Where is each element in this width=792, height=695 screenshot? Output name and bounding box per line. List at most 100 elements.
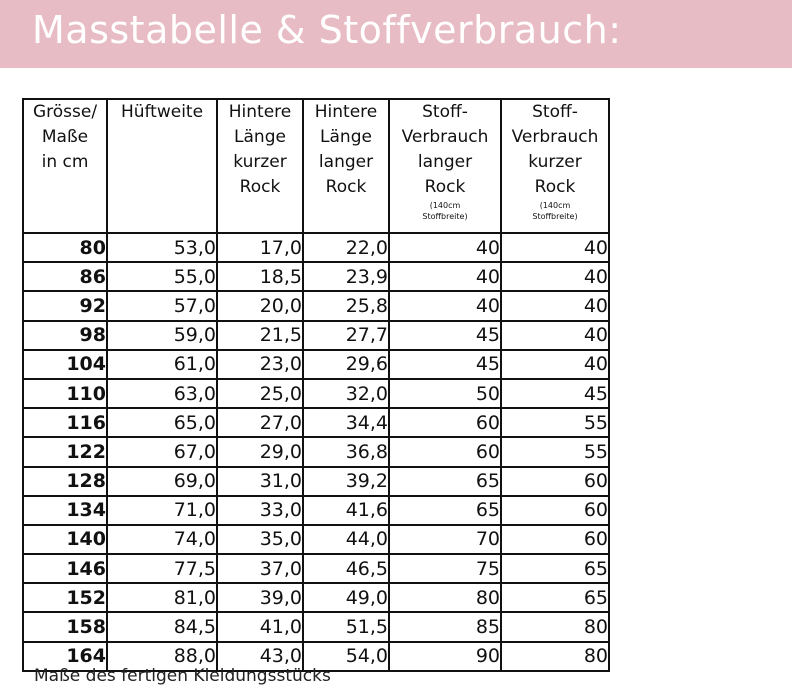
table-cell: 80 xyxy=(500,640,610,672)
table-cell: 41,6 xyxy=(302,494,390,526)
table-row: 128 69,0 31,0 39,2 65 60 xyxy=(22,465,610,497)
table-cell: 27,0 xyxy=(216,407,304,439)
column-header: Stoff- Verbrauch langer Rock (140cm Stoffbrei… xyxy=(388,98,502,234)
column-header-line: Rock xyxy=(534,177,576,197)
table-cell: 57,0 xyxy=(106,290,218,322)
column-header-line: Hintere xyxy=(228,102,292,122)
size-cell: 110 xyxy=(22,377,108,410)
page-title: Masstabelle & Stoffverbrauch: xyxy=(32,8,622,52)
size-cell: 104 xyxy=(22,348,108,380)
table-cell: 45 xyxy=(500,377,610,410)
table-cell: 23,0 xyxy=(216,348,304,380)
column-header: Hintere Länge kurzer Rock xyxy=(216,98,304,234)
table-row: 164 88,0 43,0 54,0 90 80 xyxy=(22,640,610,672)
table-cell: 39,0 xyxy=(216,582,304,614)
table-cell: 60 xyxy=(500,465,610,497)
table-row: 152 81,0 39,0 49,0 80 65 xyxy=(22,582,610,614)
table-cell: 55 xyxy=(500,407,610,439)
table-cell: 21,5 xyxy=(216,319,304,351)
table-cell: 40 xyxy=(500,231,610,264)
table-body: 80 53,0 17,0 22,0 40 40 86 55,0 18,5 23,9 40 40 92 57… xyxy=(22,231,610,672)
table-cell: 81,0 xyxy=(106,582,218,614)
table-cell: 40 xyxy=(388,261,502,293)
size-cell: 140 xyxy=(22,523,108,556)
table-row: 92 57,0 20,0 25,8 40 40 xyxy=(22,290,610,322)
table-cell: 18,5 xyxy=(216,261,304,293)
table-cell: 40 xyxy=(500,261,610,293)
table-cell: 50 xyxy=(388,377,502,410)
column-header-note: Stoffbreite) xyxy=(532,212,578,221)
table-cell: 53,0 xyxy=(106,231,218,264)
size-cell: 158 xyxy=(22,611,108,643)
table-row: 80 53,0 17,0 22,0 40 40 xyxy=(22,231,610,264)
table-cell: 67,0 xyxy=(106,436,218,468)
table-row: 116 65,0 27,0 34,4 60 55 xyxy=(22,407,610,439)
column-header-line: Verbrauch xyxy=(401,127,489,147)
column-header-line: Rock xyxy=(424,177,466,197)
table-cell: 34,4 xyxy=(302,407,390,439)
table-cell: 60 xyxy=(500,523,610,556)
size-cell: 164 xyxy=(22,640,108,672)
table-row: 140 74,0 35,0 44,0 70 60 xyxy=(22,523,610,556)
column-header: Hintere Länge langer Rock xyxy=(302,98,390,234)
column-header-line: Rock xyxy=(239,177,281,197)
table-row: 98 59,0 21,5 27,7 45 40 xyxy=(22,319,610,351)
table-cell: 60 xyxy=(388,436,502,468)
column-header-line: Hintere xyxy=(314,102,378,122)
table-cell: 51,5 xyxy=(302,611,390,643)
table-row: 158 84,5 41,0 51,5 85 80 xyxy=(22,611,610,643)
table-cell: 37,0 xyxy=(216,553,304,585)
table-cell: 29,6 xyxy=(302,348,390,380)
column-header-line: Maße xyxy=(41,127,89,147)
column-header-line: Grösse/ xyxy=(32,102,98,122)
table-cell: 65 xyxy=(500,553,610,585)
column-header-line: Verbrauch xyxy=(511,127,599,147)
table-cell: 61,0 xyxy=(106,348,218,380)
table-cell: 29,0 xyxy=(216,436,304,468)
size-cell: 122 xyxy=(22,436,108,468)
table-cell: 74,0 xyxy=(106,523,218,556)
title-banner: Masstabelle & Stoffverbrauch: xyxy=(0,0,792,68)
table-cell: 35,0 xyxy=(216,523,304,556)
table-cell: 39,2 xyxy=(302,465,390,497)
table-cell: 17,0 xyxy=(216,231,304,264)
column-header: Stoff- Verbrauch kurzer Rock (140cm Stoffbrei… xyxy=(500,98,610,234)
column-header-line: Rock xyxy=(325,177,367,197)
table-cell: 25,8 xyxy=(302,290,390,322)
table-cell: 77,5 xyxy=(106,553,218,585)
size-cell: 98 xyxy=(22,319,108,351)
table-cell: 32,0 xyxy=(302,377,390,410)
table-cell: 41,0 xyxy=(216,611,304,643)
table-cell: 40 xyxy=(500,348,610,380)
table-cell: 45 xyxy=(388,319,502,351)
column-header-line: Stoff- xyxy=(422,102,468,122)
column-header-line: Stoff- xyxy=(532,102,578,122)
table-cell: 43,0 xyxy=(216,640,304,672)
table-cell: 46,5 xyxy=(302,553,390,585)
size-cell: 86 xyxy=(22,261,108,293)
column-header: Hüftweite xyxy=(106,98,218,234)
table-cell: 40 xyxy=(388,231,502,264)
table-cell: 33,0 xyxy=(216,494,304,526)
table-cell: 90 xyxy=(388,640,502,672)
column-header-note: (140cm xyxy=(429,201,461,210)
table-cell: 60 xyxy=(388,407,502,439)
table-cell: 22,0 xyxy=(302,231,390,264)
table-cell: 71,0 xyxy=(106,494,218,526)
column-header-note: (140cm xyxy=(539,201,571,210)
table-cell: 27,7 xyxy=(302,319,390,351)
table-cell: 45 xyxy=(388,348,502,380)
header-row: Grösse/Maße in cm Hüftweite Hintere Länge kur… xyxy=(22,98,610,234)
column-header-line: Hüftweite xyxy=(120,102,204,122)
table-cell: 36,8 xyxy=(302,436,390,468)
table-cell: 59,0 xyxy=(106,319,218,351)
table-cell: 49,0 xyxy=(302,582,390,614)
table-cell: 88,0 xyxy=(106,640,218,672)
table-cell: 70 xyxy=(388,523,502,556)
size-cell: 92 xyxy=(22,290,108,322)
table-cell: 54,0 xyxy=(302,640,390,672)
size-cell: 128 xyxy=(22,465,108,497)
column-header-line: Länge xyxy=(234,127,286,147)
table-cell: 23,9 xyxy=(302,261,390,293)
size-cell: 80 xyxy=(22,231,108,264)
